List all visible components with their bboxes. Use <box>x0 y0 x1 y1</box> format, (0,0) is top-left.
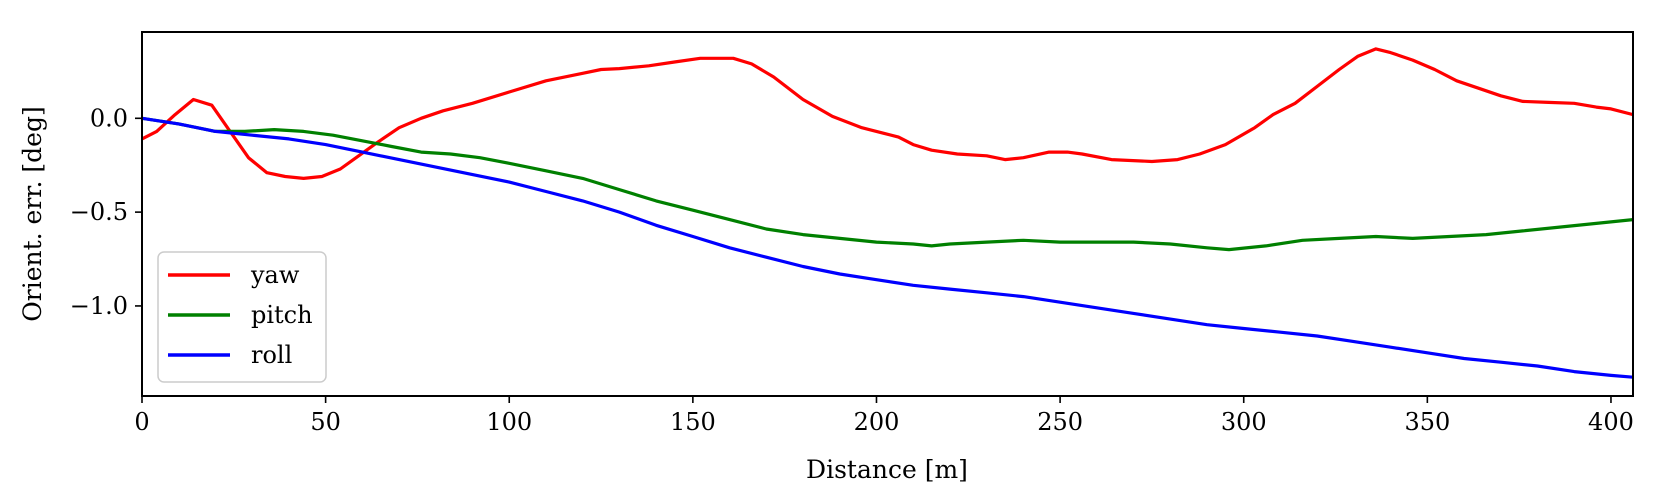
x-axis: 0 50 100 150 200 250 300 350 400 <box>134 396 1634 436</box>
x-tick-label: 400 <box>1588 408 1634 436</box>
x-tick-label: 100 <box>486 408 532 436</box>
x-tick-label: 350 <box>1404 408 1450 436</box>
x-tick-label: 250 <box>1037 408 1083 436</box>
legend-label-roll: roll <box>251 341 292 369</box>
y-axis: 0.0 −0.5 −1.0 <box>70 104 142 320</box>
plot-frame <box>141 31 1634 397</box>
x-axis-label: Distance [m] <box>806 455 968 484</box>
series-layer <box>142 47 1633 379</box>
series-line-pitch <box>142 116 1633 252</box>
legend-label-pitch: pitch <box>251 301 313 329</box>
x-tick-label: 300 <box>1221 408 1267 436</box>
x-tick-label: 150 <box>670 408 716 436</box>
y-tick-label: −1.0 <box>70 292 128 320</box>
legend-box <box>157 251 327 383</box>
y-tick-label: −0.5 <box>70 198 128 226</box>
x-tick-label: 0 <box>134 408 149 436</box>
y-tick-label: 0.0 <box>90 104 128 132</box>
series-line-yaw <box>142 47 1633 180</box>
legend-label-yaw: yaw <box>250 261 300 289</box>
y-axis-label: Orient. err. [deg] <box>18 106 47 321</box>
series-line-roll <box>142 116 1633 379</box>
x-tick-label: 50 <box>310 408 341 436</box>
x-tick-label: 200 <box>854 408 900 436</box>
legend: yaw pitch roll <box>157 251 327 383</box>
